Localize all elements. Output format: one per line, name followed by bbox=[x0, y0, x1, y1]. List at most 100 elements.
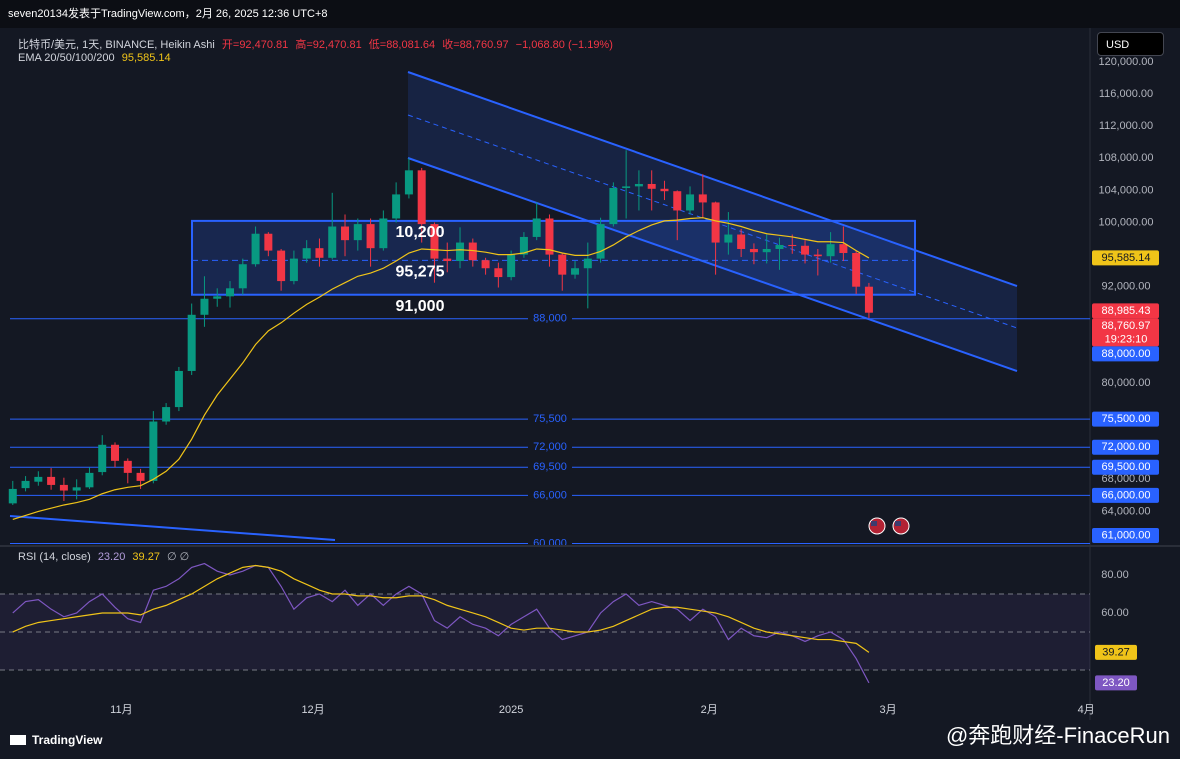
candle-body bbox=[673, 191, 682, 211]
countdown: 19:23:10 bbox=[1105, 333, 1148, 345]
publisher-bar: seven20134发表于TradingView.com，2月 26, 2025… bbox=[0, 0, 1180, 28]
candle-body bbox=[507, 254, 516, 278]
currency-button[interactable]: USD bbox=[1097, 32, 1164, 56]
candle-body bbox=[852, 252, 861, 287]
level-label: 72,000 bbox=[533, 441, 567, 453]
y-tick-label: 100,000.00 bbox=[1098, 216, 1153, 228]
level-label: 75,500 bbox=[533, 413, 567, 425]
rsi-legend: RSI (14, close) 23.20 39.27 ∅ ∅ bbox=[18, 550, 193, 563]
price-legend: 比特币/美元, 1天, BINANCE, Heikin Ashi 开=92,47… bbox=[18, 36, 617, 52]
logo-icon bbox=[10, 735, 26, 745]
candle-body bbox=[238, 264, 247, 289]
candle-body bbox=[622, 186, 631, 188]
candle-body bbox=[558, 254, 567, 275]
rsi-title: RSI (14, close) bbox=[18, 551, 91, 563]
price-badge-label: 75,500.00 bbox=[1102, 413, 1151, 425]
candle-body bbox=[494, 268, 503, 278]
ohlc-value: 高=92,470.81 bbox=[295, 39, 362, 51]
trend-line bbox=[9, 515, 336, 541]
y-tick-label: 80,000.00 bbox=[1102, 377, 1151, 389]
candle-body bbox=[571, 268, 580, 275]
candle-body bbox=[353, 224, 362, 241]
rsi-pane bbox=[0, 562, 1090, 684]
price-badge bbox=[1092, 411, 1159, 427]
candle-body bbox=[136, 472, 145, 481]
rsi-badge bbox=[1095, 675, 1137, 691]
rsi-value: 23.20 bbox=[97, 551, 126, 563]
candle-body bbox=[187, 314, 196, 371]
candle-body bbox=[749, 248, 758, 253]
candle-body bbox=[826, 244, 835, 257]
price-badge bbox=[1092, 303, 1159, 319]
rsi-value: 39.27 bbox=[132, 551, 160, 563]
candle-body bbox=[72, 487, 81, 491]
price-badge bbox=[1092, 346, 1159, 362]
price-badge bbox=[1092, 250, 1159, 266]
candle-body bbox=[775, 244, 784, 249]
zone-label: 10,200 bbox=[396, 224, 445, 241]
y-tick-label: 64,000.00 bbox=[1102, 505, 1151, 517]
price-badge bbox=[1092, 318, 1159, 347]
ohlc-value: 收=88,760.97 bbox=[442, 39, 509, 51]
rsi-line bbox=[12, 564, 870, 653]
price-badge-label: 88,985.43 bbox=[1102, 305, 1151, 317]
price-badge bbox=[1092, 459, 1159, 475]
candle-body bbox=[366, 224, 375, 249]
candle-body bbox=[315, 248, 324, 258]
price-badge bbox=[1092, 527, 1159, 543]
candle-body bbox=[583, 258, 592, 269]
price-badge bbox=[1092, 439, 1159, 455]
candle-body bbox=[481, 260, 490, 269]
ohlc-value: 开=92,470.81 bbox=[221, 39, 289, 51]
event-icon-flag bbox=[871, 521, 877, 526]
x-tick-label: 4月 bbox=[1078, 704, 1095, 716]
candle-body bbox=[443, 258, 452, 262]
candle-body bbox=[596, 224, 605, 259]
y-tick-label: 104,000.00 bbox=[1098, 184, 1153, 196]
candle-body bbox=[21, 480, 30, 489]
candle-body bbox=[532, 218, 541, 237]
price-badge bbox=[1092, 487, 1159, 503]
y-tick-label: 112,000.00 bbox=[1099, 120, 1153, 132]
level-label-bg bbox=[528, 537, 572, 545]
level-label-bg bbox=[528, 461, 572, 474]
level-label: 88,000 bbox=[533, 313, 567, 325]
y-tick-label: 68,000.00 bbox=[1102, 473, 1151, 485]
candle-body bbox=[634, 183, 643, 187]
y-tick-label: 92,000.00 bbox=[1102, 281, 1151, 293]
y-tick-label: 116,000.00 bbox=[1099, 88, 1153, 100]
candle-body bbox=[724, 234, 733, 243]
rsi-value: ∅ ∅ bbox=[167, 551, 190, 563]
level-label-bg bbox=[528, 489, 572, 502]
x-tick-label: 11月 bbox=[110, 704, 132, 716]
candle-body bbox=[864, 286, 873, 313]
price-badge-label: 61,000.00 bbox=[1102, 529, 1151, 541]
x-tick-label: 2月 bbox=[701, 704, 718, 716]
ema-name: EMA 20/50/100/200 bbox=[18, 52, 115, 64]
price-badge-label: 72,000.00 bbox=[1102, 441, 1151, 453]
price-badge-label: 66,000.00 bbox=[1102, 489, 1151, 501]
rsi-badge-label: 39.27 bbox=[1102, 646, 1130, 658]
candle-body bbox=[762, 248, 771, 253]
ema-legend: EMA 20/50/100/200 95,585.14 bbox=[18, 52, 175, 64]
rsi-badge-label: 23.20 bbox=[1102, 677, 1130, 689]
candle-body bbox=[98, 444, 107, 473]
event-icons bbox=[868, 517, 910, 535]
footer: TradingView @奔跑财经-FinaceRun bbox=[10, 723, 1170, 748]
candle-body bbox=[545, 218, 554, 255]
candle-body bbox=[174, 370, 183, 408]
candle-body bbox=[379, 218, 388, 249]
candle-body bbox=[404, 170, 413, 195]
x-tick-label: 3月 bbox=[880, 704, 897, 716]
candle-body bbox=[647, 183, 656, 189]
candle-body bbox=[162, 407, 171, 422]
symbol-title: 比特币/美元, 1天, BINANCE, Heikin Ashi bbox=[18, 39, 215, 51]
level-label: 60,000 bbox=[533, 537, 567, 549]
ohlc-value: 低=88,081.64 bbox=[368, 39, 436, 51]
candle-body bbox=[277, 250, 286, 282]
candle-body bbox=[737, 234, 746, 249]
level-label-bg bbox=[528, 312, 572, 325]
price-badge-label: 88,760.97 bbox=[1102, 320, 1151, 332]
